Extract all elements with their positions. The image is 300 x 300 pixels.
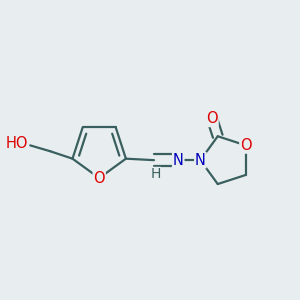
Text: N: N [173,153,184,168]
Text: N: N [195,153,206,168]
Text: O: O [206,111,218,126]
Text: O: O [93,171,105,186]
Text: HO: HO [5,136,28,152]
Text: O: O [240,138,252,153]
Text: H: H [150,167,161,181]
